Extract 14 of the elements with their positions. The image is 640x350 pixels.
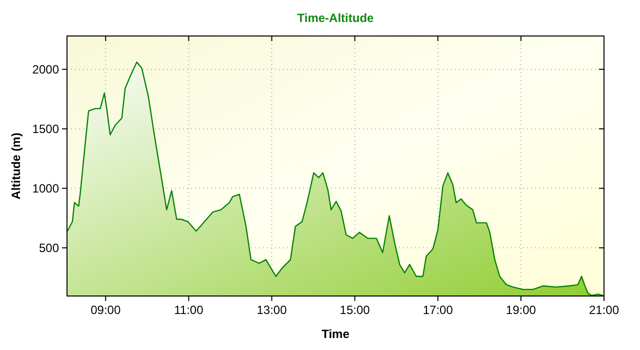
x-tick-label: 21:00 xyxy=(588,303,620,317)
x-tick-label: 13:00 xyxy=(256,303,288,317)
y-tick-label: 500 xyxy=(38,240,60,255)
x-axis-title: Time xyxy=(322,327,350,341)
x-tick-label: 09:00 xyxy=(90,303,121,317)
chart-title: Time-Altitude xyxy=(297,11,374,25)
y-axis-title: Altitude (m) xyxy=(9,132,23,200)
y-tick-label: 1000 xyxy=(32,181,60,196)
x-tick-label: 11:00 xyxy=(174,303,204,317)
x-tick-label: 15:00 xyxy=(340,303,370,317)
y-tick-label: 1500 xyxy=(32,122,60,136)
x-tick-label: 17:00 xyxy=(422,303,454,317)
y-tick-label: 2000 xyxy=(32,62,60,76)
x-tick-label: 19:00 xyxy=(506,303,536,317)
